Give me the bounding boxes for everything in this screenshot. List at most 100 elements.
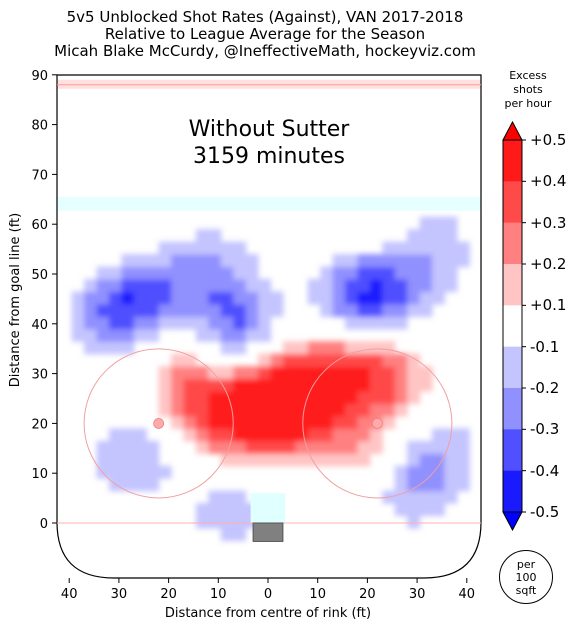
heatmap-cell xyxy=(233,453,247,467)
heatmap-cell xyxy=(407,303,421,317)
heatmap-cell xyxy=(432,229,446,243)
heatmap-cell xyxy=(394,254,408,268)
heatmap-cell xyxy=(345,316,359,330)
heatmap-cell xyxy=(158,291,172,305)
heatmap-cell xyxy=(208,440,222,454)
heatmap-cell xyxy=(183,254,197,268)
heatmap-cell xyxy=(382,403,396,417)
heatmap-cell xyxy=(357,341,371,355)
heatmap-cell xyxy=(121,254,135,268)
heatmap-cell xyxy=(258,303,272,317)
colorbar-title-line-2: shots xyxy=(513,83,543,96)
heatmap-cell xyxy=(220,378,234,392)
heatmap-cell xyxy=(345,353,359,367)
heatmap-layer xyxy=(57,79,481,542)
heatmap-cell xyxy=(158,278,172,293)
heatmap-cell xyxy=(71,328,85,342)
heatmap-cell xyxy=(220,303,234,317)
heatmap-cell xyxy=(369,341,383,355)
heatmap-cell xyxy=(96,341,110,355)
heatmap-cell xyxy=(133,278,147,293)
heatmap-cell xyxy=(444,440,458,454)
heatmap-cell xyxy=(357,278,371,293)
x-tick-label: 0 xyxy=(264,587,272,602)
heatmap-cell xyxy=(158,378,172,392)
heatmap-cell xyxy=(345,254,359,268)
heatmap-cell xyxy=(444,216,458,230)
heatmap-cell xyxy=(245,328,259,342)
faceoff-circle-right xyxy=(302,348,453,499)
x-tick-label: 20 xyxy=(359,587,376,602)
heatmap-cell xyxy=(270,378,284,392)
heatmap-cell xyxy=(233,527,247,542)
heatmap-cell xyxy=(345,366,359,380)
heatmap-cell xyxy=(233,241,247,255)
heatmap-cell xyxy=(195,303,209,317)
heatmap-cell xyxy=(233,378,247,392)
heatmap-cell xyxy=(171,366,185,380)
heatmap-cell xyxy=(220,291,234,305)
heatmap-cell xyxy=(320,366,334,380)
heatmap-cell xyxy=(320,291,334,305)
heatmap-cell xyxy=(171,353,185,367)
heatmap-cell xyxy=(419,278,433,293)
heatmap-cell xyxy=(419,366,433,380)
heatmap-cell xyxy=(357,391,371,405)
heatmap-cell xyxy=(108,278,122,293)
heatmap-cell xyxy=(456,465,470,479)
heatmap-cell xyxy=(183,391,197,405)
heatmap-cell xyxy=(419,266,433,280)
heatmap-cell xyxy=(282,341,296,355)
heatmap-cell xyxy=(158,403,172,417)
heatmap-cell xyxy=(195,415,209,429)
colorbar-label: -0.4 xyxy=(530,461,560,480)
heatmap-cell xyxy=(432,478,446,492)
heatmap-cell xyxy=(146,278,160,293)
heatmap-cell xyxy=(133,254,147,268)
heatmap-cell xyxy=(208,490,222,504)
heatmap-cell xyxy=(158,303,172,317)
heatmap-cell xyxy=(158,366,172,380)
heatmap-cell xyxy=(245,266,259,280)
heatmap-cell xyxy=(158,465,172,479)
heatmap-cell xyxy=(245,428,259,442)
heatmap-cell xyxy=(158,254,172,268)
heatmap-cell xyxy=(320,378,334,392)
heatmap-cell xyxy=(133,303,147,317)
heatmap-cell xyxy=(295,440,309,454)
heatmap-cell xyxy=(158,316,172,330)
heatmap-cell xyxy=(220,241,234,255)
heatmap-cell xyxy=(121,291,135,305)
heatmap-cell xyxy=(270,440,284,454)
heatmap-cell xyxy=(195,254,209,268)
heatmap-cell xyxy=(258,378,272,392)
heatmap-cell xyxy=(171,303,185,317)
heatmap-cell xyxy=(208,403,222,417)
heatmap-cell xyxy=(345,440,359,454)
badge-line-3: sqft xyxy=(515,583,537,597)
heatmap-cell xyxy=(220,490,234,504)
badge-line-2: 100 xyxy=(515,570,537,584)
colorbar xyxy=(502,120,526,532)
heatmap-cell xyxy=(419,490,433,504)
heatmap-cell xyxy=(307,291,321,305)
heatmap-cell xyxy=(382,241,396,255)
heatmap-cell xyxy=(270,366,284,380)
heatmap-cell xyxy=(233,254,247,268)
heatmap-cell xyxy=(133,478,147,492)
heatmap-cell xyxy=(258,316,272,330)
heatmap-cell xyxy=(121,465,135,479)
heatmap-cell xyxy=(407,503,421,517)
colorbar-label: +0.1 xyxy=(530,296,567,315)
heatmap-cell xyxy=(158,391,172,405)
heatmap-cell xyxy=(220,391,234,405)
heatmap-cell xyxy=(208,366,222,380)
heatmap-cell xyxy=(345,341,359,355)
heatmap-cell xyxy=(96,328,110,342)
heatmap-cell xyxy=(419,440,433,454)
heatmap-cell xyxy=(146,254,160,268)
heatmap-cell xyxy=(432,428,446,442)
heatmap-cell xyxy=(220,341,234,355)
heatmap-cell xyxy=(444,490,458,504)
heatmap-cell xyxy=(171,415,185,429)
